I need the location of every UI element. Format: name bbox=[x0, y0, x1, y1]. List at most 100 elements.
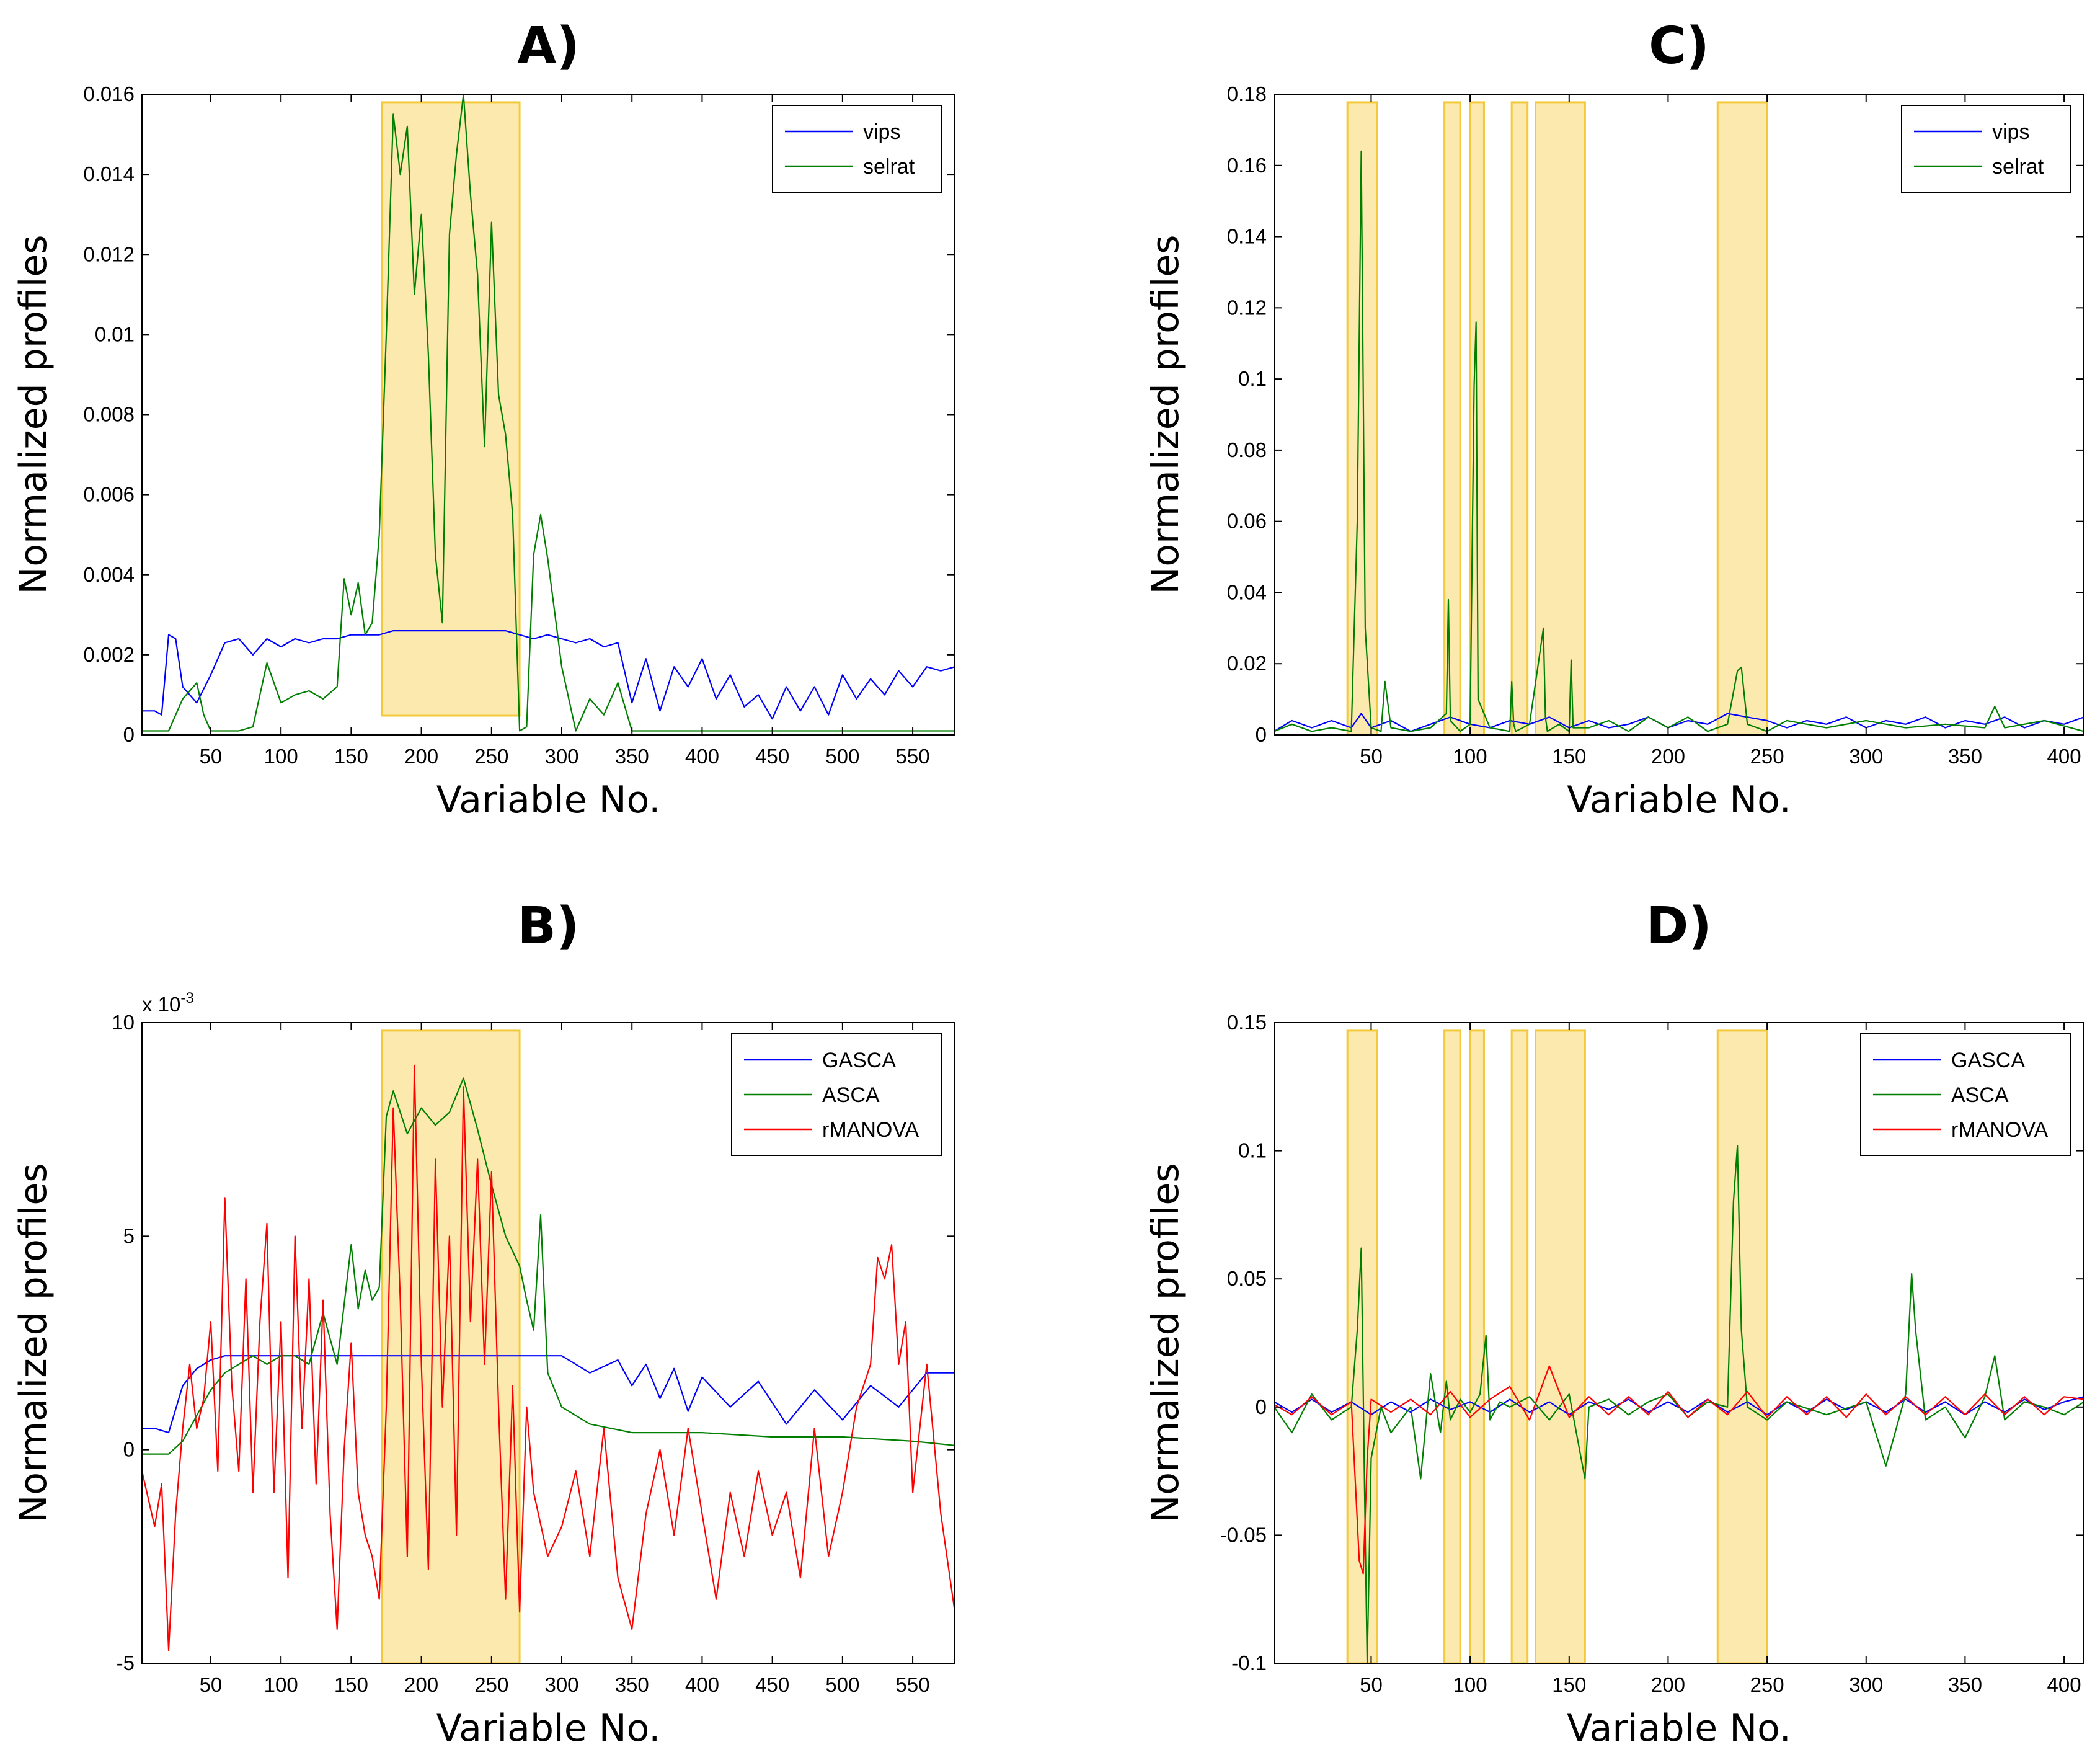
y-tick-label: 0.014 bbox=[83, 162, 135, 185]
panel-a-title: A) bbox=[517, 17, 580, 76]
y-tick-label: 0.12 bbox=[1227, 296, 1267, 319]
chart-c-svg: C) 50 100 150 200 250 300 350 400 0 0.02 0.04 0.06 0.… bbox=[1144, 17, 2084, 822]
x-tick-label: 100 bbox=[264, 745, 298, 768]
x-tick-label: 350 bbox=[615, 745, 649, 768]
x-tick-label: 300 bbox=[1849, 745, 1883, 768]
legend-label-asca: ASCA bbox=[1951, 1083, 2009, 1107]
x-tick-label: 150 bbox=[1552, 1673, 1586, 1696]
series-line-d-asca bbox=[1274, 1145, 2084, 1664]
y-tick-label: 0 bbox=[123, 723, 135, 746]
x-tick-label: 400 bbox=[2047, 745, 2081, 768]
x-tick-label: 250 bbox=[474, 745, 508, 768]
y-tick-label: -5 bbox=[117, 1651, 135, 1674]
legend-label-vips: vips bbox=[863, 120, 900, 144]
highlight-region-a-1 bbox=[381, 101, 521, 717]
x-tick-label: 400 bbox=[685, 1673, 719, 1696]
y-tick-label: 0.002 bbox=[83, 643, 135, 666]
x-axis-label-b: Variable No. bbox=[436, 1707, 661, 1750]
highlight-region-c-5 bbox=[1534, 101, 1586, 736]
y-axis-label-a: Normalized profiles bbox=[12, 234, 55, 594]
y-tick-label: 0 bbox=[1256, 1395, 1267, 1418]
highlight-region-d-5 bbox=[1534, 1029, 1586, 1664]
y-tick-label: -0.1 bbox=[1231, 1651, 1267, 1674]
x-tick-label: 400 bbox=[685, 745, 719, 768]
y-tick-label: 0.16 bbox=[1227, 154, 1267, 177]
panel-d: D) 50 100 150 200 250 300 350 400 -0.1 -0.05 0 0.05 0… bbox=[1050, 880, 2100, 1760]
legend-label-rmanova: rMANOVA bbox=[822, 1118, 919, 1142]
x-tick-label: 450 bbox=[755, 745, 789, 768]
highlight-region-d-4 bbox=[1510, 1029, 1529, 1664]
x-tick-label: 100 bbox=[264, 1673, 298, 1696]
x-tick-label: 100 bbox=[1453, 745, 1487, 768]
highlight-region-d-2 bbox=[1443, 1029, 1461, 1664]
x-tick-label: 450 bbox=[755, 1673, 789, 1696]
panel-a: A) 50 100 150 200 250 300 350 400 450 500 550 0 0.002… bbox=[0, 0, 1050, 880]
chart-d-svg: D) 50 100 150 200 250 300 350 400 -0.1 -0.05 0 0.05 0… bbox=[1144, 897, 2084, 1750]
highlight-region-c-4 bbox=[1510, 101, 1529, 736]
y-tick-label: 0.15 bbox=[1227, 1011, 1267, 1034]
y-tick-label: 0.08 bbox=[1227, 438, 1267, 461]
y-tick-label: 0.05 bbox=[1227, 1267, 1267, 1290]
y-tick-label: 0.02 bbox=[1227, 652, 1267, 675]
x-tick-label: 250 bbox=[1750, 745, 1784, 768]
y-tick-label: 0.1 bbox=[1238, 367, 1267, 390]
highlight-region-c-6 bbox=[1716, 101, 1768, 736]
y-axis-multiplier: x 10-3 bbox=[142, 990, 194, 1016]
legend-label-rmanova: rMANOVA bbox=[1951, 1118, 2048, 1142]
series-line-a-selrat bbox=[142, 93, 955, 732]
series-line-d-rmanova bbox=[1274, 1365, 2084, 1575]
x-tick-label: 200 bbox=[1651, 1673, 1685, 1696]
y-axis-label-c: Normalized profiles bbox=[1144, 234, 1187, 594]
legend-label-selrat: selrat bbox=[1992, 155, 2044, 179]
series-line-a-vips bbox=[142, 630, 955, 720]
x-tick-label: 200 bbox=[404, 745, 438, 768]
series-line-b-gasca bbox=[142, 1355, 955, 1434]
y-tick-label: 0.14 bbox=[1227, 225, 1267, 248]
plot-area-a bbox=[142, 94, 955, 735]
legend-label-gasca: GASCA bbox=[822, 1049, 896, 1072]
x-tick-label: 250 bbox=[1750, 1673, 1784, 1696]
x-tick-label: 100 bbox=[1453, 1673, 1487, 1696]
x-tick-label: 350 bbox=[1948, 745, 1982, 768]
highlight-region-b-1 bbox=[381, 1029, 521, 1664]
axes-frame-c bbox=[1274, 94, 2084, 736]
x-tick-label: 300 bbox=[1849, 1673, 1883, 1696]
x-tick-label: 350 bbox=[1948, 1673, 1982, 1696]
y-tick-label: 0.01 bbox=[95, 322, 135, 345]
chart-a-svg: A) 50 100 150 200 250 300 350 400 450 500 550 0 0.002… bbox=[12, 17, 955, 822]
legend-box-c bbox=[1901, 105, 2071, 193]
series-line-b-asca bbox=[142, 1077, 955, 1455]
y-tick-label: 0.04 bbox=[1227, 580, 1267, 603]
y-tick-label: 0.1 bbox=[1238, 1139, 1267, 1162]
x-tick-label: 550 bbox=[896, 1673, 930, 1696]
y-tick-label: 5 bbox=[123, 1224, 135, 1247]
x-tick-label: 200 bbox=[404, 1673, 438, 1696]
series-line-b-rmanova bbox=[141, 1064, 956, 1651]
x-axis-label-c: Variable No. bbox=[1567, 778, 1791, 822]
x-tick-label: 550 bbox=[896, 745, 930, 768]
y-tick-label: 0 bbox=[1256, 723, 1267, 746]
y-tick-label: -0.05 bbox=[1220, 1523, 1267, 1546]
legend-label-gasca: GASCA bbox=[1951, 1049, 2025, 1072]
x-tick-label: 150 bbox=[334, 1673, 368, 1696]
y-tick-label: 0.006 bbox=[83, 483, 135, 506]
y-tick-label: 0.016 bbox=[83, 82, 135, 105]
y-tick-label: 0 bbox=[123, 1438, 135, 1461]
legend-box-a bbox=[772, 105, 942, 193]
panel-c-title: C) bbox=[1649, 17, 1709, 76]
x-tick-label: 350 bbox=[615, 1673, 649, 1696]
panel-c: C) 50 100 150 200 250 300 350 400 0 0.02 0.04 0.06 0.… bbox=[1050, 0, 2100, 880]
x-tick-label: 300 bbox=[544, 1673, 578, 1696]
x-tick-label: 300 bbox=[544, 745, 578, 768]
chart-b-svg: B) 50 100 150 200 250 300 350 400 450 500 550 -5 0 5 10… bbox=[12, 897, 956, 1750]
x-tick-label: 150 bbox=[334, 745, 368, 768]
x-tick-label: 50 bbox=[200, 745, 223, 768]
x-tick-label: 250 bbox=[474, 1673, 508, 1696]
y-tick-label: 10 bbox=[112, 1011, 135, 1034]
series-line-c-selrat bbox=[1274, 150, 2084, 732]
x-axis-label-a: Variable No. bbox=[436, 778, 661, 822]
x-tick-label: 500 bbox=[825, 745, 859, 768]
highlight-region-c-2 bbox=[1443, 101, 1461, 736]
y-tick-label: 0.012 bbox=[83, 242, 135, 265]
axes-frame-d bbox=[1274, 1022, 2084, 1664]
